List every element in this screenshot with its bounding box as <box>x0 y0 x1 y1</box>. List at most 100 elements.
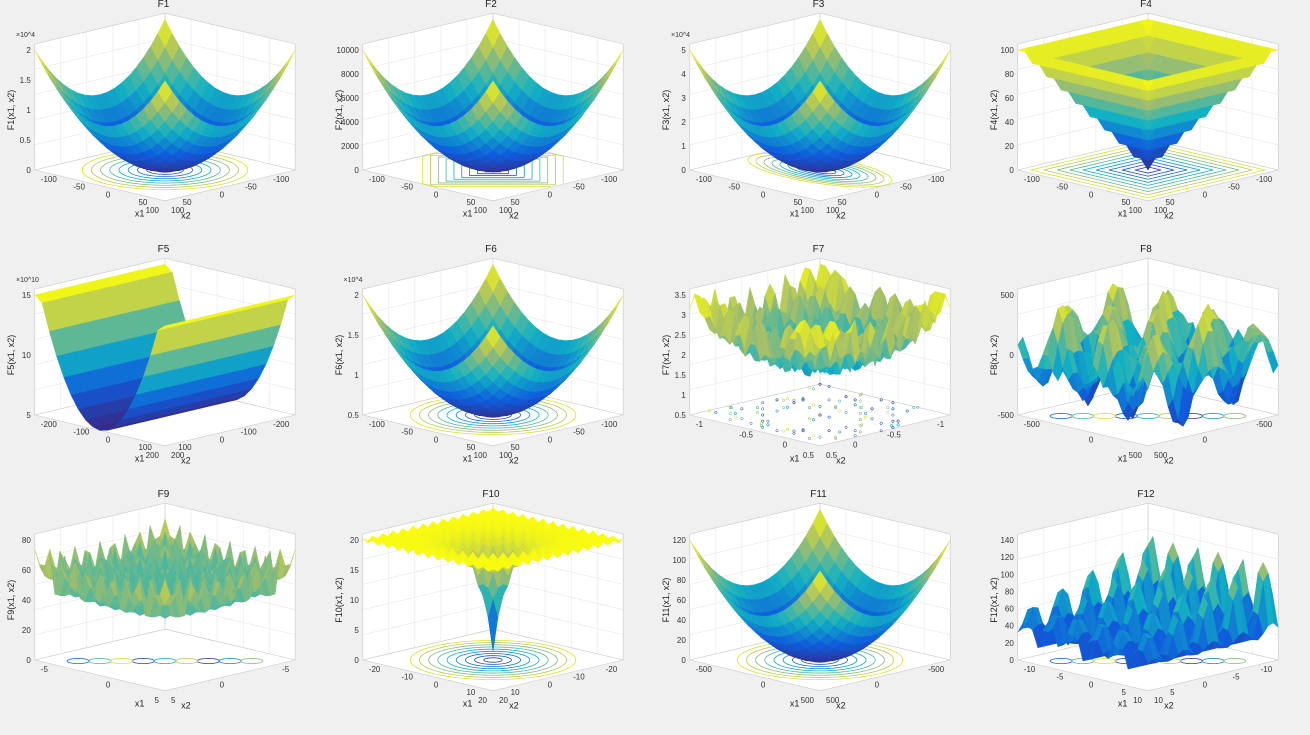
x-axis-label: x1 <box>462 208 472 218</box>
z-tick-label: 80 <box>1004 70 1013 79</box>
chart-title: F1 <box>0 0 327 10</box>
z-tick-label: 140 <box>1000 536 1014 545</box>
x-tick-label: -100 <box>41 175 58 184</box>
x-tick-label: -50 <box>401 428 413 437</box>
y-tick-label: 0 <box>220 435 225 444</box>
z-tick-label: 120 <box>1000 553 1014 562</box>
y-tick-label: -0.5 <box>887 430 901 439</box>
z-tick-label: 1.5 <box>20 76 32 85</box>
y-tick-label: 50 <box>838 198 847 207</box>
x-axis-label: x1 <box>135 453 145 463</box>
y-tick-label: -200 <box>273 420 290 429</box>
chart-title: F5 <box>0 245 327 255</box>
z-tick-label: 60 <box>677 596 686 605</box>
x-axis-label: x1 <box>1117 208 1127 218</box>
z-tick-label: 20 <box>22 626 31 635</box>
y-tick-label: -100 <box>273 175 290 184</box>
z-tick-label: 0 <box>1009 656 1014 665</box>
z-axis-label: F10(x1, x2) <box>334 577 344 623</box>
y-axis-label: x2 <box>181 455 191 465</box>
z-tick-label: 120 <box>672 536 686 545</box>
chart-title: F12 <box>983 490 1310 500</box>
z-tick-label: 0 <box>681 656 686 665</box>
y-tick-label: 50 <box>510 198 519 207</box>
chart-title: F8 <box>983 245 1310 255</box>
y-axis-label: x2 <box>509 700 519 710</box>
x-axis-label: x1 <box>462 453 472 463</box>
y-tick-label: 0 <box>1202 190 1207 199</box>
z-tick-label: 2 <box>681 351 686 360</box>
x-tick-label: -100 <box>368 175 385 184</box>
y-tick-label: 100 <box>178 443 192 452</box>
x-tick-label: 0 <box>433 435 438 444</box>
z-tick-label: 80 <box>1004 587 1013 596</box>
z-tick-label: 2 <box>681 118 686 127</box>
x-tick-label: -1 <box>696 420 704 429</box>
z-tick-label: 0 <box>1009 351 1014 360</box>
y-tick-label: 20 <box>478 696 487 705</box>
z-axis-label: F5(x1, x2) <box>6 335 16 376</box>
x-tick-label: -50 <box>728 183 740 192</box>
y-tick-label: 0 <box>875 680 880 689</box>
z-tick-label: 20 <box>349 536 358 545</box>
x-tick-label: -50 <box>401 183 413 192</box>
z-exponent-label: ×10^4 <box>16 32 35 39</box>
z-axis-label: F4(x1, x2) <box>989 90 999 131</box>
y-tick-label: -100 <box>928 175 945 184</box>
x-tick-label: 10 <box>1154 696 1163 705</box>
y-tick-label: 500 <box>1128 451 1142 460</box>
y-tick-label: 100 <box>1128 206 1142 215</box>
y-axis-label: x2 <box>1164 210 1174 220</box>
chart-title: F4 <box>983 0 1310 10</box>
x-tick-label: -50 <box>73 183 85 192</box>
y-tick-label: 0 <box>853 441 858 450</box>
y-tick-label: 0 <box>1202 435 1207 444</box>
z-tick-label: 10000 <box>336 46 359 55</box>
y-tick-label: 100 <box>801 206 815 215</box>
x-tick-label: 10 <box>466 688 475 697</box>
z-tick-label: 1 <box>681 391 686 400</box>
y-tick-label: -500 <box>1256 420 1273 429</box>
x-tick-label: 0 <box>1088 680 1093 689</box>
chart-title: F6 <box>328 245 655 255</box>
y-tick-label: -50 <box>900 183 912 192</box>
z-tick-label: 0 <box>681 166 686 175</box>
z-tick-label: 60 <box>1004 94 1013 103</box>
z-tick-label: 2 <box>354 291 359 300</box>
z-tick-label: 0.5 <box>347 411 359 420</box>
y-tick-label: 0 <box>547 680 552 689</box>
y-tick-label: 10 <box>1133 696 1142 705</box>
z-tick-label: 0.5 <box>20 136 32 145</box>
y-tick-label: 100 <box>146 206 160 215</box>
y-tick-label: -10 <box>573 673 585 682</box>
z-tick-label: 20 <box>677 636 686 645</box>
x-tick-label: -50 <box>1056 183 1068 192</box>
chart-title: F11 <box>655 490 982 500</box>
z-tick-label: 1 <box>26 106 31 115</box>
z-tick-label: 0 <box>1009 166 1014 175</box>
z-tick-label: 40 <box>22 596 31 605</box>
y-tick-label: -50 <box>245 183 257 192</box>
z-tick-label: 0 <box>354 166 359 175</box>
y-axis-label: x2 <box>1164 700 1174 710</box>
y-tick-label: -5 <box>1232 673 1240 682</box>
z-tick-label: 5 <box>354 626 359 635</box>
z-tick-label: 0 <box>26 656 31 665</box>
z-tick-label: 10 <box>22 351 31 360</box>
z-axis-label: F3(x1, x2) <box>661 90 671 131</box>
z-tick-label: -500 <box>997 411 1014 420</box>
z-tick-label: 100 <box>672 556 686 565</box>
y-tick-label: 0.5 <box>803 451 815 460</box>
z-tick-label: 40 <box>677 616 686 625</box>
